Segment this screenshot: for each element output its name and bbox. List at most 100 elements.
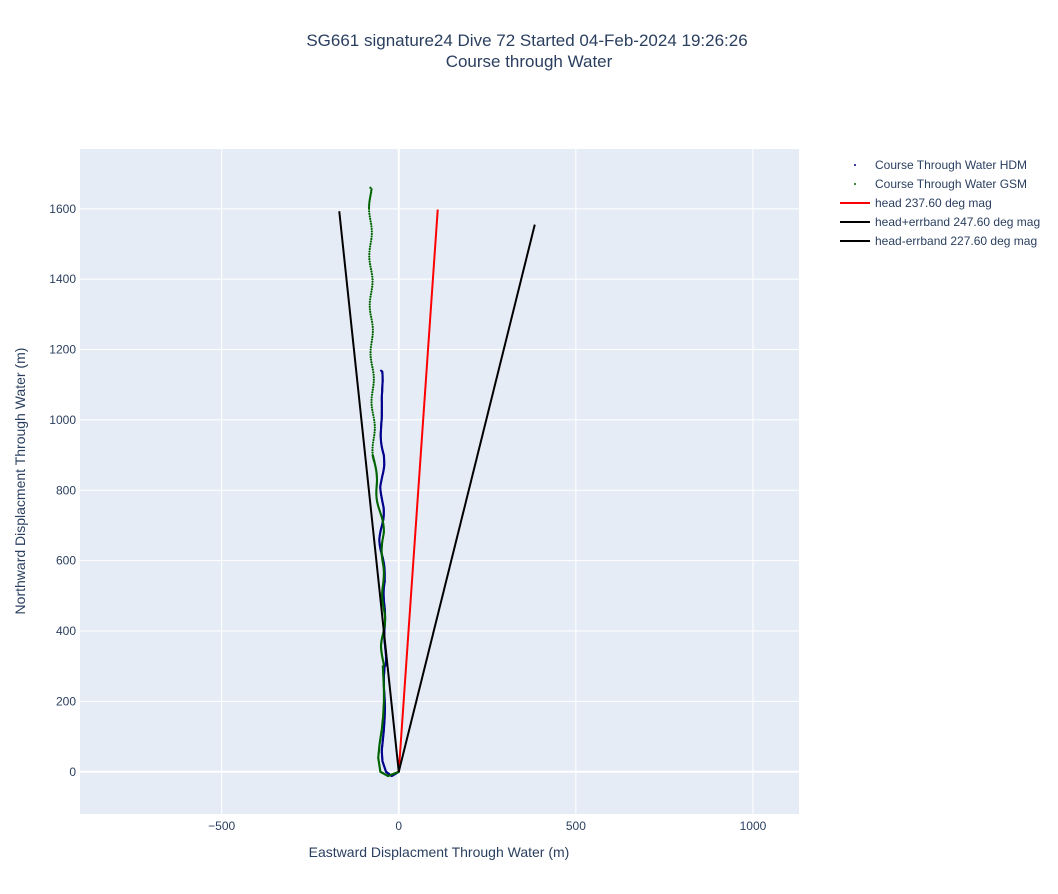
data-point [372, 373, 375, 376]
legend-label: head+errband 247.60 deg mag [875, 215, 1040, 229]
data-point [369, 358, 373, 361]
data-point [370, 232, 373, 236]
data-point [372, 438, 375, 442]
data-point [369, 240, 373, 243]
data-point [371, 408, 374, 411]
legend-label: head 237.60 deg mag [875, 196, 992, 210]
data-point [373, 421, 376, 424]
data-point [370, 361, 373, 364]
series-clip-group [338, 186, 536, 778]
series-markers-1 [367, 186, 400, 778]
plot-area [80, 149, 799, 814]
y-tick-label: 1000 [49, 413, 76, 427]
legend-item: Course Through Water GSM [854, 177, 1027, 191]
data-point [379, 369, 383, 372]
data-point [373, 428, 376, 432]
y-axis-title: Northward Displacment Through Water (m) [12, 348, 28, 615]
data-point [372, 383, 375, 386]
data-point [371, 411, 374, 414]
data-point [372, 381, 375, 384]
data-point [370, 401, 373, 404]
data-point [370, 340, 373, 344]
y-tick-label: 800 [56, 483, 76, 497]
x-tick-label: 500 [566, 819, 586, 833]
data-point [370, 396, 373, 399]
x-tick-label: 0 [395, 819, 402, 833]
data-point [369, 313, 372, 316]
data-point [371, 335, 374, 339]
data-point [369, 348, 372, 351]
series-line-3 [397, 224, 536, 773]
data-point [369, 298, 372, 301]
data-point [370, 320, 374, 324]
data-point [370, 273, 374, 276]
data-point [372, 371, 375, 374]
x-axis-ticks: −500 0 500 1000 [208, 819, 766, 833]
legend-label: head-errband 227.60 deg mag [875, 234, 1037, 248]
legend[interactable]: Course Through Water HDM Course Through W… [840, 158, 1040, 248]
data-point [369, 310, 372, 313]
data-point [369, 315, 373, 318]
data-point [372, 416, 375, 419]
data-point [370, 393, 374, 396]
y-tick-label: 400 [56, 624, 76, 638]
data-point [368, 260, 371, 263]
y-tick-label: 600 [56, 554, 76, 568]
data-point [371, 454, 374, 457]
data-point [370, 343, 373, 346]
data-point [370, 406, 373, 409]
x-axis-title: Eastward Displacment Through Water (m) [309, 844, 570, 860]
data-point [371, 333, 374, 336]
data-point [371, 285, 374, 288]
data-point [371, 330, 374, 334]
legend-item: head-errband 227.60 deg mag [840, 234, 1037, 248]
data-point [369, 265, 372, 268]
legend-item: head 237.60 deg mag [840, 196, 992, 210]
data-point [372, 386, 375, 389]
data-point [371, 323, 374, 326]
legend-label: Course Through Water GSM [875, 177, 1027, 191]
y-tick-label: 1400 [49, 272, 76, 286]
legend-item: head+errband 247.60 deg mag [840, 215, 1040, 229]
data-point [373, 431, 376, 434]
data-point [371, 391, 374, 394]
data-point [372, 441, 375, 444]
data-point [368, 250, 371, 253]
data-point [369, 355, 372, 359]
data-point [371, 443, 374, 447]
data-point [369, 242, 372, 246]
series-layer [338, 186, 536, 778]
data-point [371, 448, 374, 452]
chart-title-line2: Course through Water [446, 52, 613, 71]
data-point [370, 235, 373, 238]
legend-item: Course Through Water HDM [854, 158, 1027, 172]
data-point [370, 237, 373, 241]
y-axis-ticks: 0 200 400 600 800 1000 1200 1400 1600 [49, 202, 76, 779]
data-point [368, 300, 371, 303]
data-point [370, 403, 373, 406]
data-point [367, 207, 371, 210]
data-point [371, 275, 374, 278]
y-tick-label: 1600 [49, 202, 76, 216]
data-point [368, 303, 371, 306]
data-point [370, 398, 373, 401]
data-point [371, 368, 374, 371]
data-point [371, 388, 374, 391]
data-point [370, 227, 373, 231]
data-point [368, 215, 371, 218]
x-tick-label: 1000 [740, 819, 767, 833]
data-point [368, 305, 371, 308]
data-point [371, 325, 374, 329]
data-point [373, 423, 376, 427]
data-point [373, 426, 376, 429]
data-point [369, 353, 372, 356]
grid-lines [80, 149, 799, 814]
data-point [368, 255, 371, 258]
data-point [371, 278, 374, 281]
data-point [368, 308, 372, 311]
data-point [370, 290, 373, 293]
data-point [371, 280, 374, 283]
data-point [369, 293, 373, 296]
data-point [368, 210, 371, 213]
